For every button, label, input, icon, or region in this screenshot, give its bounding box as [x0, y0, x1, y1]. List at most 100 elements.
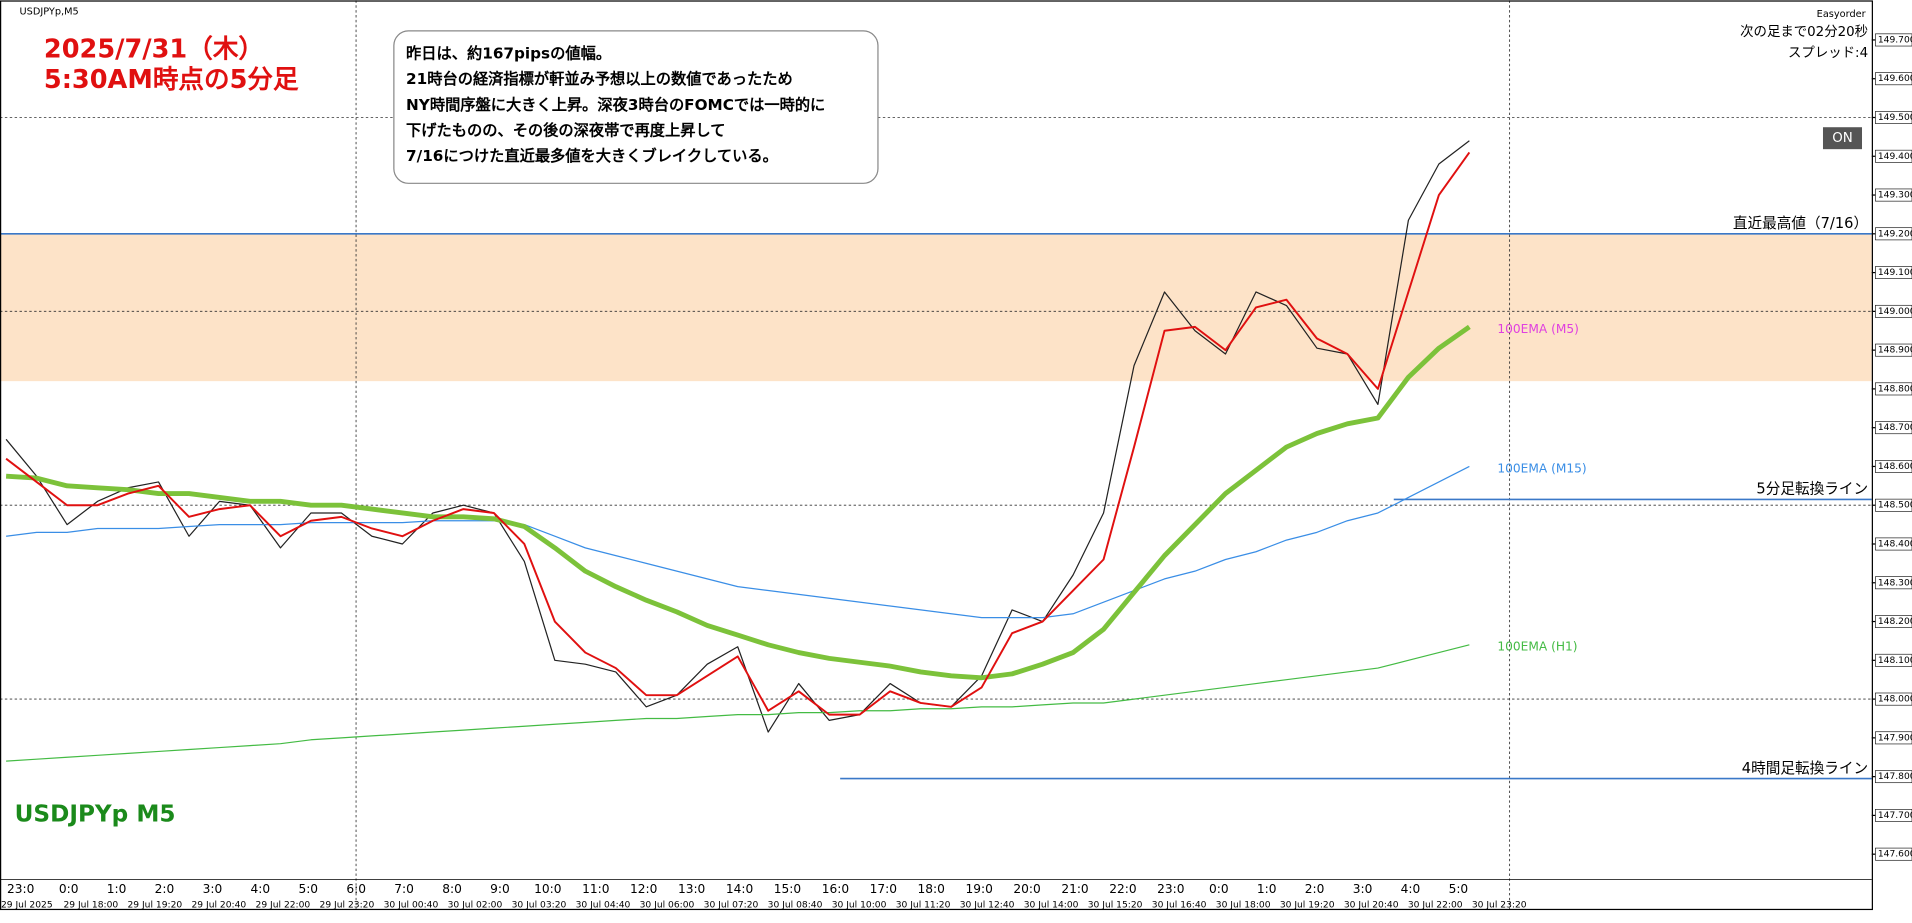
- x-time-label: 8:0: [442, 882, 462, 896]
- x-date-label: 30 Jul 12:40: [960, 901, 1015, 911]
- y-tick-box: [1875, 576, 1912, 590]
- y-tick-box: [1875, 304, 1912, 318]
- panel-text: スプレッド:4: [1788, 45, 1868, 61]
- x-time-label: 22:0: [1109, 882, 1136, 896]
- y-tick-box: [1875, 731, 1912, 745]
- y-tick-box: [1875, 72, 1912, 86]
- x-date-label: 29 Jul 22:00: [256, 901, 311, 911]
- annotation-line: 21時台の経済指標が軒並み予想以上の数値であったため: [406, 70, 793, 88]
- x-date-label: 30 Jul 10:00: [832, 901, 887, 911]
- series-line: [6, 644, 1470, 762]
- y-tick-box: [1875, 809, 1912, 822]
- title: 5:30AM時点の5分足: [44, 65, 299, 95]
- x-date-label: 30 Jul 18:00: [1216, 901, 1271, 911]
- panel-text: 次の足まで02分20秒: [1740, 24, 1868, 40]
- x-time-label: 4:0: [251, 882, 271, 896]
- title: 2025/7/31（木）: [44, 34, 264, 64]
- x-time-label: 5:0: [298, 882, 318, 896]
- y-tick-box: [1875, 421, 1912, 435]
- y-tick-label: 148.900: [1878, 346, 1912, 356]
- level-label: 5分足転換ライン: [1756, 481, 1868, 498]
- annotation-line: 昨日は、約167pipsの値幅。: [406, 45, 611, 63]
- annotation-line: 7/16につけた直近最多値を大きくブレイクしている。: [406, 147, 778, 165]
- x-date-label: 29 Jul 18:00: [63, 901, 118, 911]
- x-date-label: 29 Jul 19:20: [127, 901, 182, 911]
- y-tick-label: 149.600: [1878, 74, 1912, 84]
- x-time-label: 4:0: [1401, 882, 1421, 896]
- annotation-line: 下げたものの、その後の深夜帯で再度上昇して: [406, 121, 725, 139]
- y-tick-label: 147.900: [1878, 733, 1912, 743]
- x-date-label: 30 Jul 14:00: [1024, 901, 1079, 911]
- panel-text: Easyorder: [1817, 9, 1867, 20]
- series-label: 100EMA (M15): [1497, 461, 1586, 475]
- x-time-label: 19:0: [965, 882, 992, 896]
- annotation-box: [393, 30, 879, 184]
- y-tick-label: 148.500: [1878, 501, 1912, 511]
- on-button-label[interactable]: ON: [1832, 131, 1853, 146]
- x-time-label: 12:0: [630, 882, 657, 896]
- x-time-label: 3:0: [203, 882, 223, 896]
- x-time-label: 0:0: [1209, 882, 1229, 896]
- x-time-label: 6:0: [346, 882, 366, 896]
- y-tick-box: [1875, 537, 1912, 551]
- y-tick-label: 149.100: [1878, 268, 1912, 278]
- y-tick-label: 148.300: [1878, 578, 1912, 588]
- x-time-label: 11:0: [582, 882, 609, 896]
- x-time-label: 18:0: [918, 882, 945, 896]
- x-time-label: 3:0: [1353, 882, 1373, 896]
- x-time-label: 5:0: [1449, 882, 1469, 896]
- x-date-label: 30 Jul 02:00: [448, 901, 503, 911]
- y-tick-box: [1875, 382, 1912, 396]
- x-time-label: 14:0: [726, 882, 753, 896]
- x-date-label: 29 Jul 23:20: [320, 901, 375, 911]
- y-tick-box: [1875, 847, 1912, 861]
- series-line: [5, 151, 1471, 716]
- y-tick-box: [1875, 460, 1912, 473]
- y-tick-box: [1875, 188, 1912, 202]
- y-tick-box: [1875, 343, 1912, 357]
- x-time-label: 17:0: [870, 882, 897, 896]
- y-tick-box: [1875, 692, 1912, 706]
- x-date-label: 30 Jul 22:00: [1408, 901, 1463, 911]
- y-tick-box: [1875, 149, 1912, 163]
- y-tick-label: 148.200: [1878, 617, 1912, 627]
- x-date-label: 30 Jul 16:40: [1152, 901, 1207, 911]
- x-time-label: 20:0: [1013, 882, 1040, 896]
- series-line: [5, 324, 1471, 681]
- symbol-label: USDJPYp,M5: [20, 6, 79, 17]
- level-label: 4時間足転換ライン: [1742, 760, 1868, 777]
- y-tick-box: [1875, 111, 1912, 124]
- x-time-label: 0:0: [59, 882, 79, 896]
- x-time-label: 15:0: [774, 882, 801, 896]
- y-tick-label: 147.800: [1878, 772, 1912, 782]
- y-tick-box: [1875, 653, 1912, 667]
- y-tick-label: 148.700: [1878, 423, 1912, 433]
- x-date-label: 29 Jul 2025: [1, 901, 53, 911]
- annotation-line: NY時間序盤に大きく上昇。深夜3時台のFOMCでは一時的に: [406, 96, 825, 114]
- x-time-label: 23:0: [1157, 882, 1184, 896]
- x-date-label: 30 Jul 23:20: [1472, 901, 1527, 911]
- y-tick-label: 148.000: [1878, 695, 1912, 705]
- y-tick-label: 149.200: [1878, 229, 1912, 239]
- x-date-label: 30 Jul 06:00: [640, 901, 695, 911]
- y-tick-label: 147.600: [1878, 850, 1912, 860]
- y-tick-label: 148.600: [1878, 462, 1912, 472]
- x-time-label: 21:0: [1061, 882, 1088, 896]
- y-tick-label: 149.500: [1878, 113, 1912, 123]
- series-label: 100EMA (H1): [1497, 640, 1577, 654]
- y-tick-box: [1875, 770, 1912, 784]
- x-date-label: 30 Jul 07:20: [704, 901, 759, 911]
- on-button[interactable]: [1822, 127, 1863, 150]
- y-tick-box: [1875, 266, 1912, 279]
- y-tick-label: 148.400: [1878, 539, 1912, 549]
- x-time-label: 1:0: [1257, 882, 1277, 896]
- x-time-label: 9:0: [490, 882, 510, 896]
- x-date-label: 30 Jul 15:20: [1088, 901, 1143, 911]
- y-tick-box: [1875, 33, 1912, 47]
- y-tick-label: 149.000: [1878, 307, 1912, 317]
- y-tick-label: 147.700: [1878, 811, 1912, 821]
- x-date-label: 30 Jul 03:20: [512, 901, 567, 911]
